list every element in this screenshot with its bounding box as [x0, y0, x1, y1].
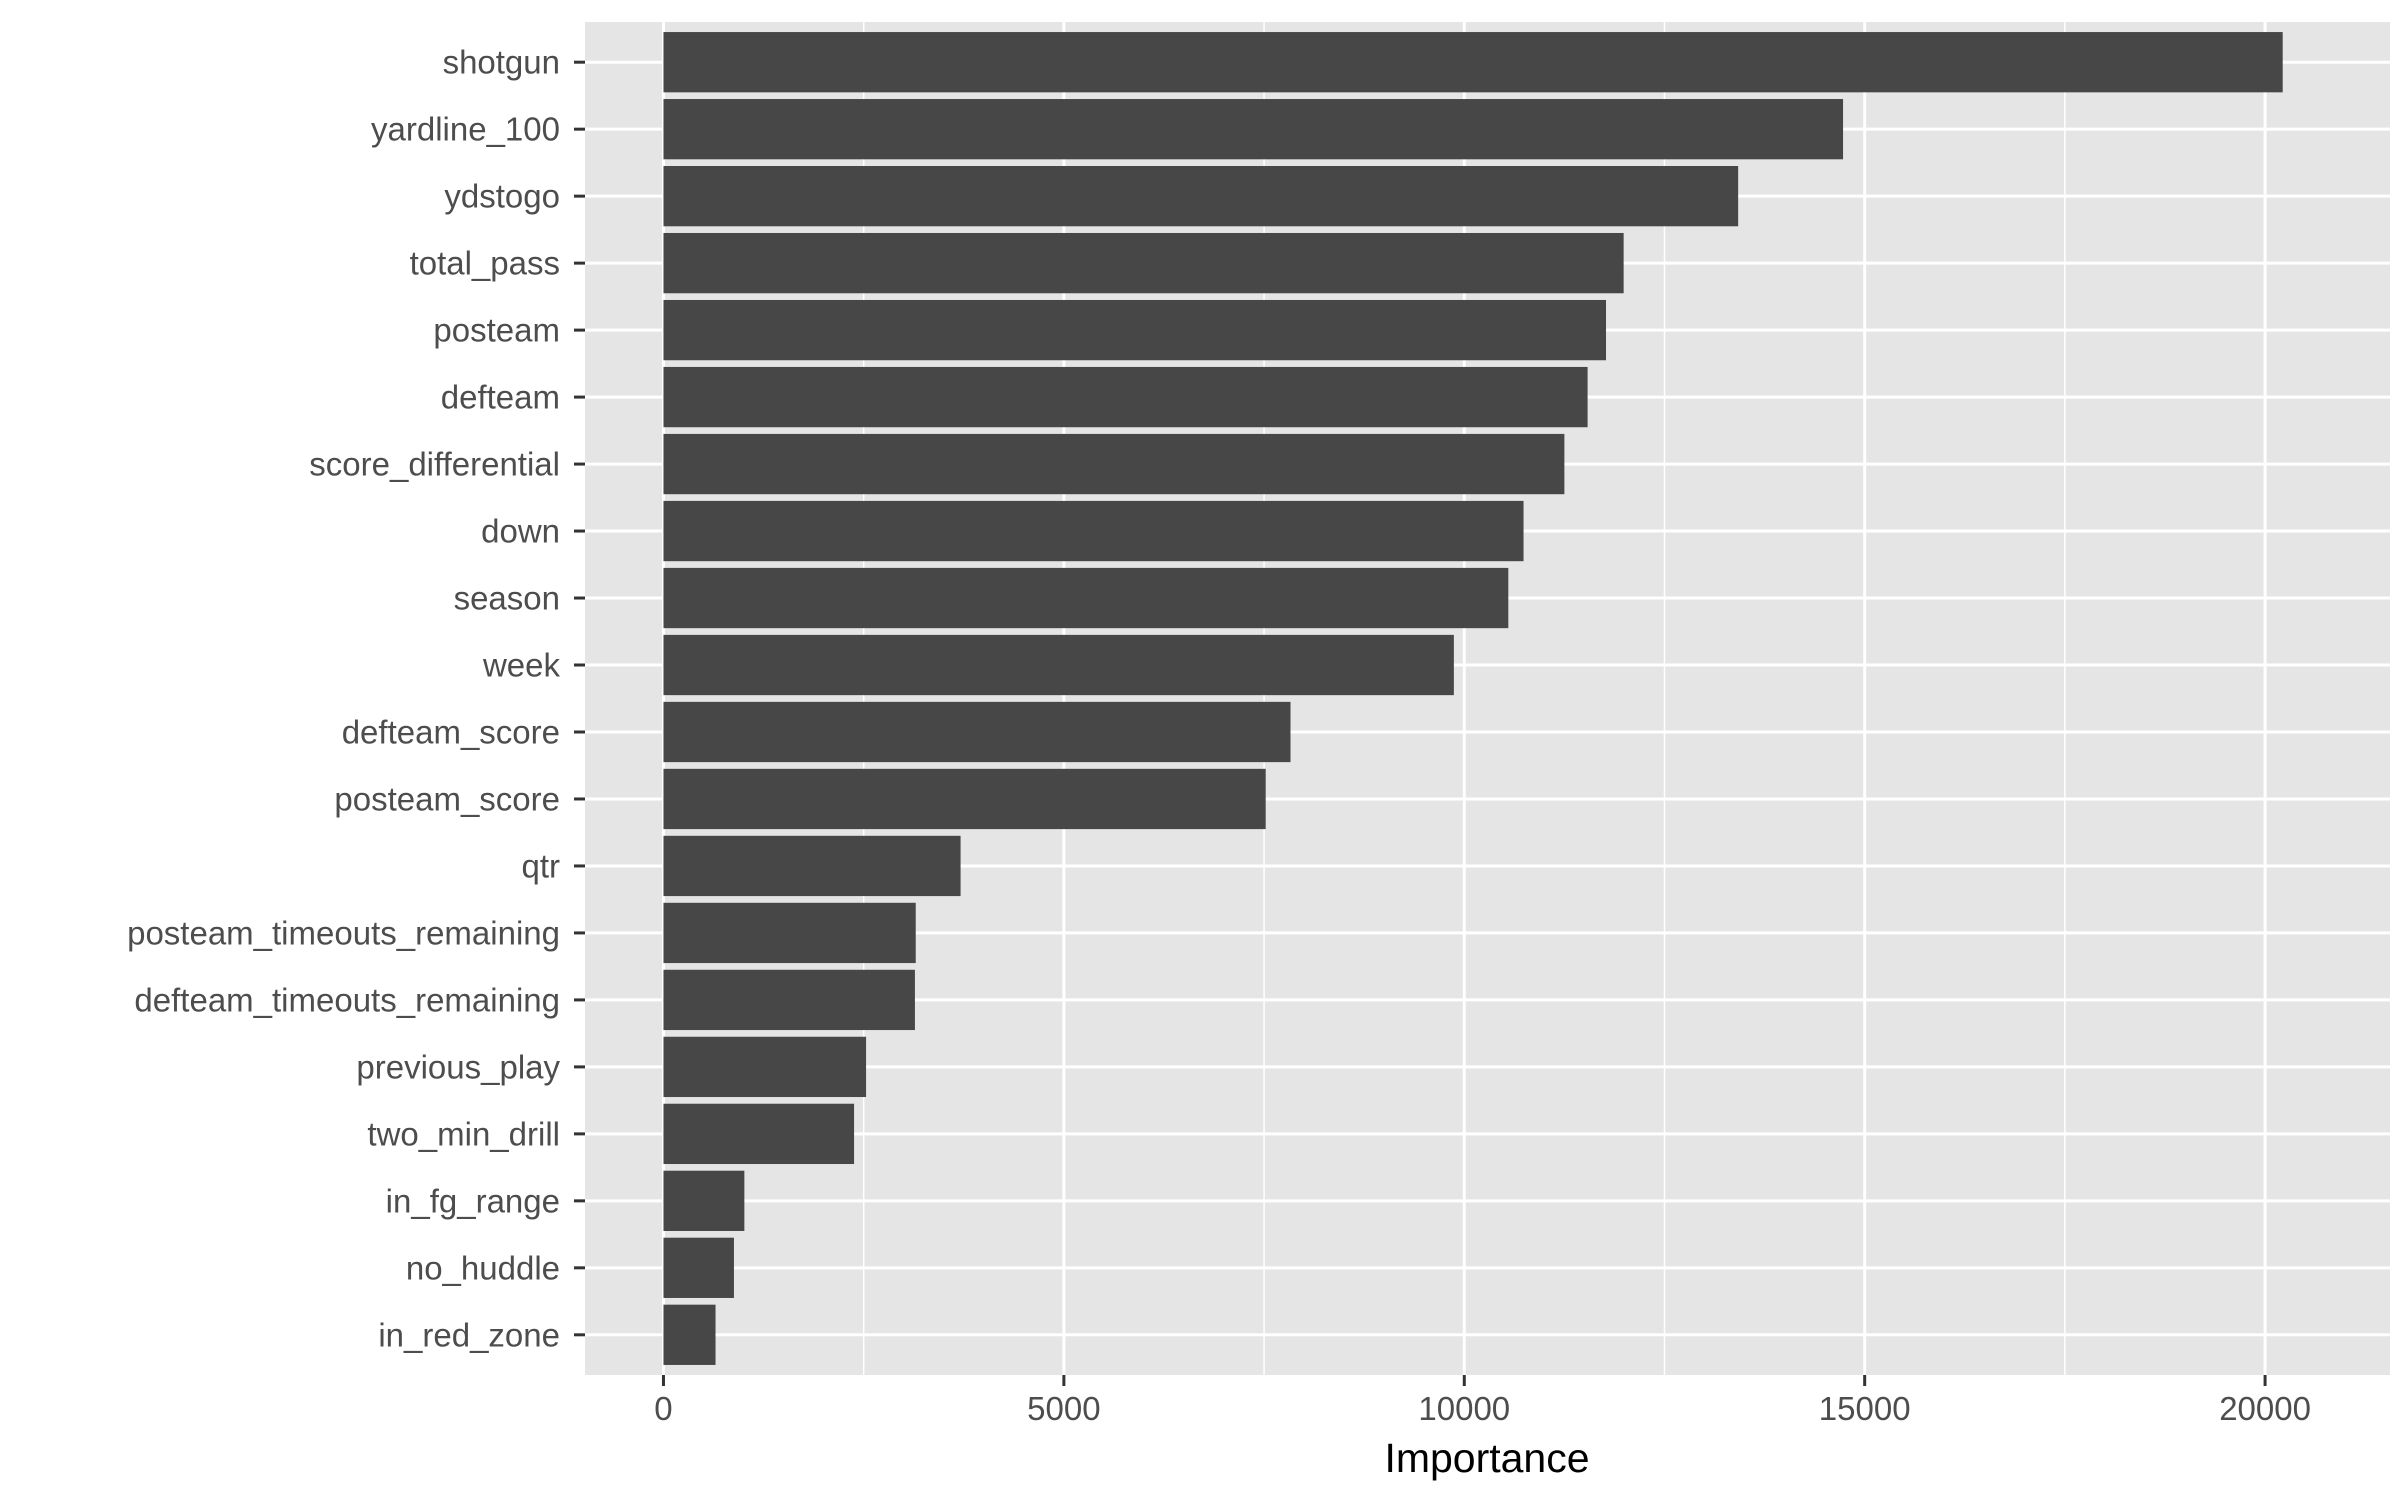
- y-tick-label: defteam_timeouts_remaining: [134, 981, 560, 1018]
- y-tick-label: posteam: [433, 312, 560, 349]
- y-tick-label: posteam_timeouts_remaining: [127, 914, 560, 951]
- y-tick-label: two_min_drill: [367, 1115, 560, 1152]
- bar-two_min_drill: [663, 1103, 855, 1165]
- bar-defteam_timeouts_remaining: [663, 969, 915, 1031]
- y-tick-label: score_differential: [309, 446, 560, 483]
- y-tick-label: total_pass: [410, 245, 560, 282]
- y-tick-label: defteam_score: [342, 713, 560, 750]
- x-axis-title: Importance: [1384, 1435, 1589, 1481]
- x-tick-label: 0: [654, 1390, 672, 1427]
- bar-posteam_score: [663, 768, 1266, 830]
- bar-no_huddle: [663, 1237, 734, 1298]
- bar-qtr: [663, 835, 961, 897]
- x-axis: 0 5000 10000 15000 20000: [654, 1375, 2311, 1427]
- x-tick-label: 20000: [2219, 1390, 2311, 1427]
- y-tick-label: in_fg_range: [386, 1182, 560, 1219]
- y-tick-label: in_red_zone: [378, 1316, 560, 1353]
- bar-score_differential: [663, 433, 1565, 495]
- bar-defteam: [663, 366, 1588, 428]
- bar-defteam_score: [663, 701, 1291, 763]
- bar-posteam: [663, 299, 1607, 361]
- bar-in_fg_range: [663, 1170, 745, 1231]
- x-tick-label: 5000: [1027, 1390, 1100, 1427]
- bar-total_pass: [663, 232, 1624, 294]
- y-tick-label: previous_play: [356, 1048, 560, 1085]
- bar-season: [663, 567, 1509, 629]
- bar-down: [663, 500, 1524, 562]
- y-tick-label: qtr: [521, 847, 560, 884]
- bars: [663, 32, 2283, 1365]
- y-tick-label: season: [454, 580, 560, 617]
- y-tick-label: posteam_score: [334, 780, 560, 817]
- bar-posteam_timeouts_remaining: [663, 902, 916, 964]
- bar-week: [663, 634, 1454, 696]
- y-tick-label: defteam: [441, 379, 560, 416]
- y-tick-label: no_huddle: [406, 1249, 560, 1286]
- bar-yardline_100: [663, 99, 1844, 160]
- y-tick-label: shotgun: [443, 44, 560, 81]
- bar-shotgun: [663, 32, 2283, 93]
- x-tick-label: 15000: [1819, 1390, 1911, 1427]
- y-tick-label: yardline_100: [371, 111, 560, 148]
- y-tick-label: down: [481, 513, 560, 550]
- bar-in_red_zone: [663, 1304, 716, 1365]
- bar-previous_play: [663, 1036, 867, 1098]
- y-tick-label: week: [482, 647, 561, 684]
- x-tick-label: 10000: [1418, 1390, 1510, 1427]
- bar-ydstogo: [663, 166, 1739, 227]
- y-tick-label: ydstogo: [444, 178, 560, 215]
